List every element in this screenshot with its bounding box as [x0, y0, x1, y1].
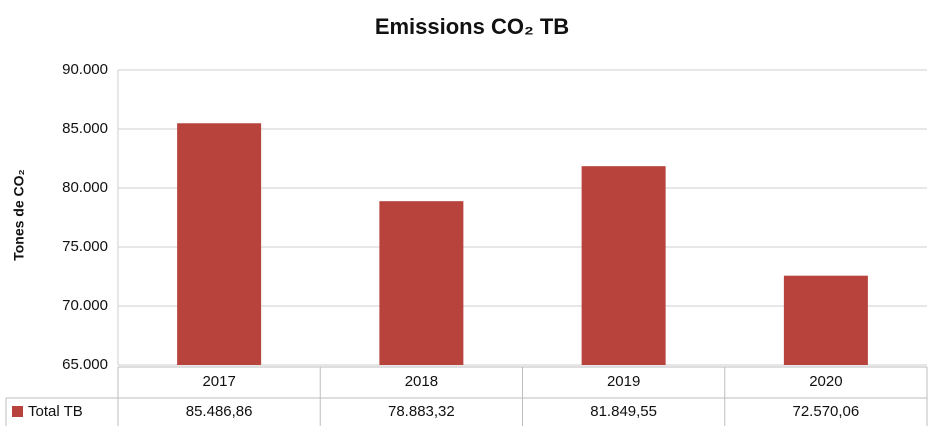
- bar: [581, 166, 666, 365]
- x-tick-label: 2018: [405, 373, 438, 390]
- x-tick-label: 2017: [202, 373, 235, 390]
- x-tick-label: 2019: [607, 373, 640, 390]
- table-value: 81.849,55: [590, 403, 657, 420]
- bar: [177, 123, 262, 365]
- table-value: 78.883,32: [388, 403, 455, 420]
- y-tick-label: 75.000: [62, 238, 108, 255]
- table-value: 85.486,86: [186, 403, 253, 420]
- chart-title: Emissions CO₂ TB: [375, 14, 569, 39]
- legend-label: Total TB: [28, 403, 83, 420]
- y-tick-label: 70.000: [62, 297, 108, 314]
- y-tick-label: 85.000: [62, 120, 108, 137]
- legend-key: [12, 406, 23, 417]
- table-value: 72.570,06: [793, 403, 860, 420]
- x-tick-label: 2020: [809, 373, 842, 390]
- y-tick-label: 90.000: [62, 61, 108, 78]
- y-axis-label: Tones de CO₂: [11, 169, 27, 261]
- bar: [783, 275, 868, 365]
- y-tick-label: 80.000: [62, 179, 108, 196]
- bar: [379, 201, 464, 365]
- y-tick-label: 65.000: [62, 356, 108, 373]
